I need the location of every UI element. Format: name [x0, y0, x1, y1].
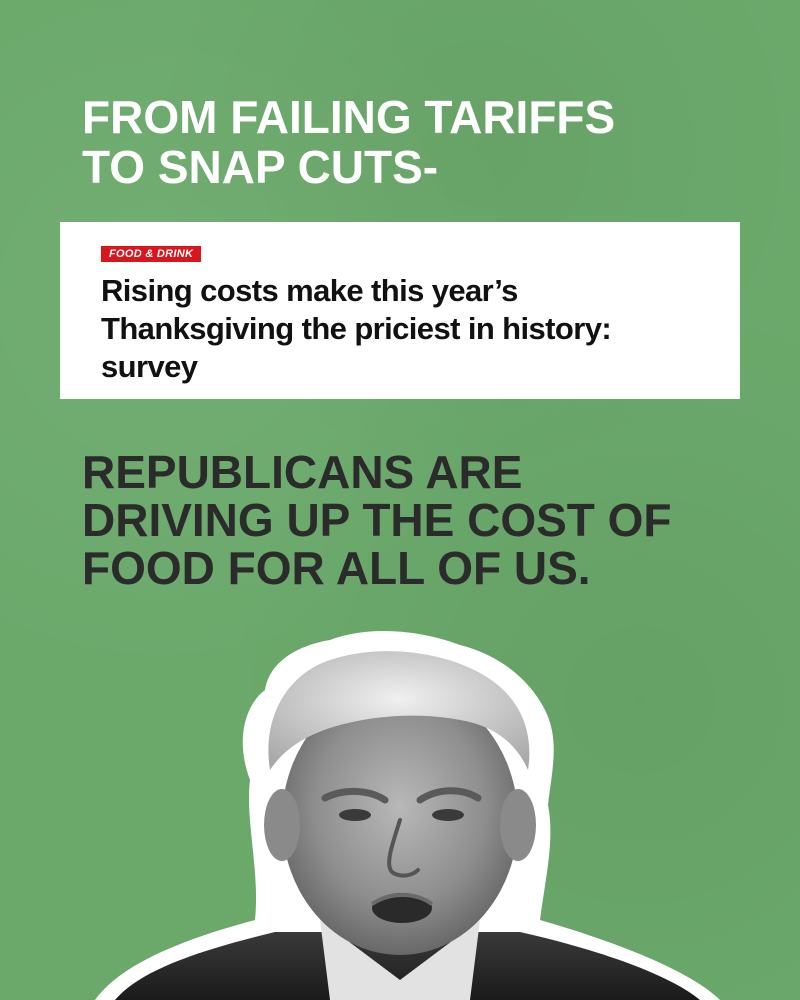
- top-headline: FROM FAILING TARIFFS TO SNAP CUTS-: [82, 92, 742, 192]
- left-ear: [264, 789, 300, 861]
- clipping-headline-line-1: Rising costs make this year’s: [101, 273, 518, 308]
- upper-lip: [370, 893, 434, 906]
- suit: [115, 932, 700, 1000]
- main-headline-line-2: DRIVING UP THE COST OF: [82, 494, 672, 546]
- category-tag: FOOD & DRINK: [101, 246, 202, 262]
- main-headline-line-3: FOOD FOR ALL OF US.: [82, 542, 591, 594]
- mouth: [372, 893, 432, 923]
- right-eye: [432, 809, 464, 821]
- clipping-headline-line-3: survey: [101, 349, 198, 384]
- news-clipping: FOOD & DRINK Rising costs make this year…: [60, 222, 740, 399]
- main-headline: REPUBLICANS ARE DRIVING UP THE COST OF F…: [82, 448, 762, 592]
- right-eyebrow: [416, 787, 482, 804]
- main-headline-line-1: REPUBLICANS ARE: [82, 446, 523, 498]
- top-headline-line-1: FROM FAILING TARIFFS: [82, 91, 616, 143]
- nose: [387, 818, 420, 878]
- left-eyebrow: [321, 787, 389, 804]
- top-headline-line-2: TO SNAP CUTS-: [82, 141, 439, 193]
- hair: [268, 651, 530, 770]
- shirt-collar: [320, 920, 480, 1000]
- portrait-cutout: [95, 630, 720, 1000]
- right-ear: [500, 789, 536, 861]
- left-eye: [339, 809, 371, 821]
- clipping-headline: Rising costs make this year’s Thanksgivi…: [101, 272, 700, 386]
- clipping-headline-line-2: Thanksgiving the priciest in history:: [101, 311, 612, 346]
